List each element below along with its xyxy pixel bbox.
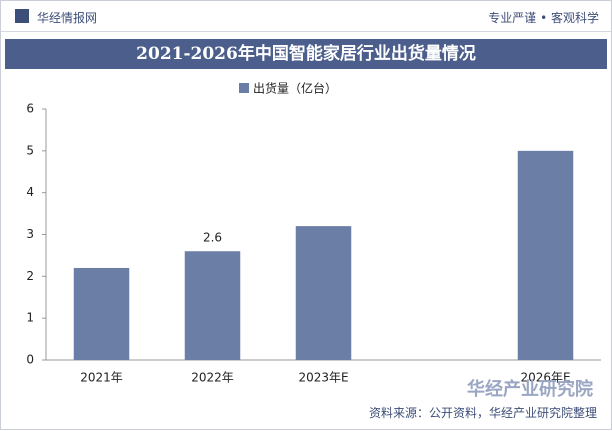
- x-tick-label: 2022年: [191, 371, 234, 385]
- motto: 专业严谨 • 客观科学: [488, 11, 599, 25]
- y-tick-label: 6: [26, 102, 34, 116]
- watermark: 华经产业研究院: [467, 379, 593, 400]
- y-tick-label: 2: [26, 269, 34, 283]
- x-tick-label: 2026年E: [520, 371, 570, 385]
- y-tick-label: 0: [26, 353, 34, 367]
- header: 华经情报网 专业严谨 • 客观科学: [1, 1, 611, 32]
- title-bar: 2021-2026年中国智能家居行业出货量情况: [5, 39, 607, 69]
- y-tick-label: 1: [26, 311, 34, 325]
- bar: [517, 150, 574, 360]
- y-tick-label: 5: [26, 143, 34, 157]
- brand: 华经情报网: [37, 11, 98, 25]
- source: 资料来源：公开资料，华经产业研究院整理: [368, 406, 597, 420]
- x-tick-label: 2021年: [80, 371, 123, 385]
- bar: [295, 226, 352, 360]
- logo: [15, 9, 29, 23]
- data-label: 2.6: [203, 231, 222, 245]
- bar: [184, 251, 241, 360]
- x-tick-label: 2023年E: [298, 371, 348, 385]
- y-tick-label: 3: [26, 227, 34, 241]
- legend-swatch: [239, 83, 249, 93]
- legend-label: 出货量（亿台）: [253, 81, 337, 96]
- chart-title: 2021-2026年中国智能家居行业出货量情况: [136, 44, 476, 64]
- y-tick-label: 4: [26, 185, 34, 199]
- bar: [73, 267, 130, 360]
